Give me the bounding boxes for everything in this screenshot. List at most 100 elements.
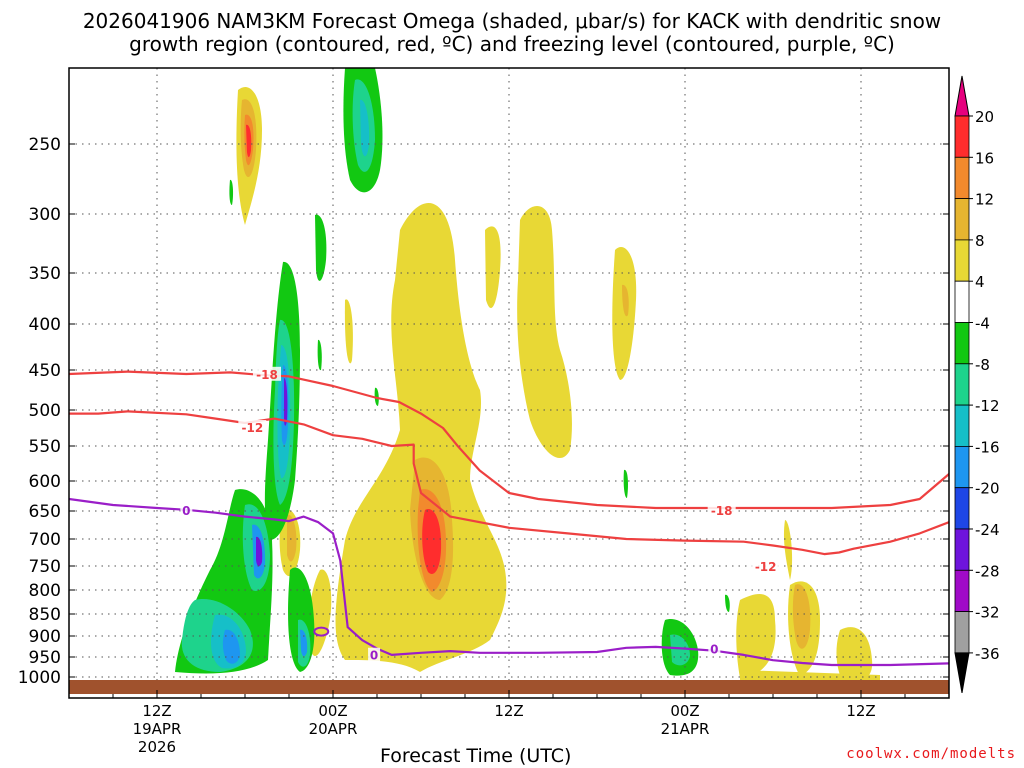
contour-label-bg (253, 366, 281, 381)
contour-line (69, 410, 949, 556)
omega-orange-core (622, 284, 629, 317)
x-tick-sublabel: 21APR (661, 720, 710, 738)
omega-blue-region (300, 629, 308, 657)
freezing-loop (313, 626, 330, 637)
chart-title-line2: growth region (contoured, red, ºC) and f… (129, 32, 895, 56)
colorbar-swatch (954, 569, 970, 612)
y-tick-label: 850 (29, 605, 61, 625)
grid-lines (69, 68, 949, 698)
colorbar-label: 4 (975, 273, 985, 291)
omega-blue-region (222, 629, 240, 664)
y-tick-label: 1000 (18, 668, 61, 688)
chart-title-line1: 2026041906 NAM3KM Forecast Omega (shaded… (82, 9, 942, 33)
colorbar-swatch (954, 156, 970, 200)
contour-label: -18 (711, 504, 733, 518)
omega-yellow-region (344, 299, 353, 364)
colorbar-swatch (954, 280, 970, 323)
colorbar-swatch (954, 363, 970, 406)
colorbar-label: 16 (975, 149, 994, 167)
y-tick-label: 350 (29, 264, 61, 284)
contour-line (69, 497, 949, 667)
contour-label-bg (238, 420, 267, 434)
colorbar-swatch (954, 528, 970, 571)
omega-green-region (229, 179, 234, 205)
colorbar-label: 20 (975, 108, 994, 126)
colorbar-label: -8 (975, 356, 990, 374)
colorbar-bottom-arrow (954, 652, 970, 693)
omega-purple-region (284, 378, 288, 426)
colorbar-swatch (954, 322, 970, 365)
contour-label: 0 (182, 504, 190, 518)
contour-label-bg (708, 641, 721, 656)
colorbar-swatch (954, 198, 970, 241)
omega-yellow-region (783, 520, 793, 580)
colorbar: 20 16 12 8 4 -4 -8 -12 -16 -20 -24 -28 -32 -36 (954, 75, 1000, 693)
contour-label: 0 (710, 642, 718, 656)
x-tick-label: 00Z (318, 702, 347, 720)
contour-label-bg (751, 558, 780, 573)
colorbar-label: -4 (975, 315, 990, 333)
colorbar-label: -32 (975, 604, 1000, 622)
x-tick-label: 12Z (846, 702, 875, 720)
omega-yellow-region (612, 247, 637, 380)
colorbar-swatch (954, 115, 970, 158)
omega-yellow-region (836, 627, 873, 682)
omega-yellow-region (736, 594, 776, 678)
omega-red-core (422, 509, 442, 574)
colorbar-label: 12 (975, 191, 994, 209)
colorbar-label: -12 (975, 397, 1000, 415)
omega-yellow-region (517, 206, 572, 459)
x-axis-title: Forecast Time (UTC) (380, 745, 572, 767)
contour-label: -12 (241, 421, 263, 435)
y-tick-label: 750 (29, 557, 61, 577)
omega-purple-region (256, 536, 263, 567)
contour-label-bg (180, 503, 193, 517)
y-tick-label: 400 (29, 315, 61, 335)
omega-green-region (623, 469, 628, 498)
y-tick-label: 300 (29, 205, 61, 225)
x-tick-label: 12Z (494, 702, 523, 720)
y-tick-label: 950 (29, 648, 61, 668)
x-tick-sublabel: 19APR (133, 720, 182, 738)
colorbar-label: -20 (975, 480, 1000, 498)
x-tick-sublabel: 20APR (309, 720, 358, 738)
y-tick-label: 800 (29, 581, 61, 601)
contour-line (69, 370, 949, 510)
omega-yellow-region (335, 202, 507, 672)
x-tick-label: 12Z (142, 702, 171, 720)
contour-label: -18 (256, 368, 278, 382)
omega-yellow-region (485, 226, 501, 309)
colorbar-swatch (954, 611, 970, 654)
colorbar-label: -24 (975, 521, 1000, 539)
omega-green-region (317, 339, 322, 371)
y-tick-label: 700 (29, 530, 61, 550)
x-tick-year: 2026 (138, 738, 176, 756)
colorbar-label: -36 (975, 645, 1000, 663)
contour-label-bg (368, 647, 381, 662)
omega-shading (175, 68, 880, 684)
colorbar-label: -28 (975, 562, 1000, 580)
omega-green-region (725, 594, 730, 612)
y-tick-label: 450 (29, 361, 61, 381)
credit-text: coolwx.com/modelts (846, 746, 1016, 762)
y-tick-label: 600 (29, 472, 61, 492)
colorbar-label: 8 (975, 232, 985, 250)
contour-label: 0 (370, 649, 378, 663)
y-tick-label: 500 (29, 401, 61, 421)
omega-teal-region (670, 634, 690, 666)
omega-green-region (315, 214, 327, 281)
y-tick-label: 900 (29, 627, 61, 647)
colorbar-swatch (954, 404, 970, 447)
contour-label: -12 (755, 560, 777, 574)
colorbar-top-arrow (954, 75, 970, 117)
omega-red-core (246, 124, 252, 158)
omega-teal-region (360, 99, 370, 157)
y-tick-label: 650 (29, 502, 61, 522)
contour-lines: -18 -18 -12 -12 0 0 0 (69, 366, 949, 667)
ground-bar (69, 680, 949, 694)
colorbar-swatch (954, 445, 970, 489)
colorbar-label: -16 (975, 438, 1000, 456)
x-tick-label: 00Z (670, 702, 699, 720)
contour-label-bg (707, 503, 736, 517)
